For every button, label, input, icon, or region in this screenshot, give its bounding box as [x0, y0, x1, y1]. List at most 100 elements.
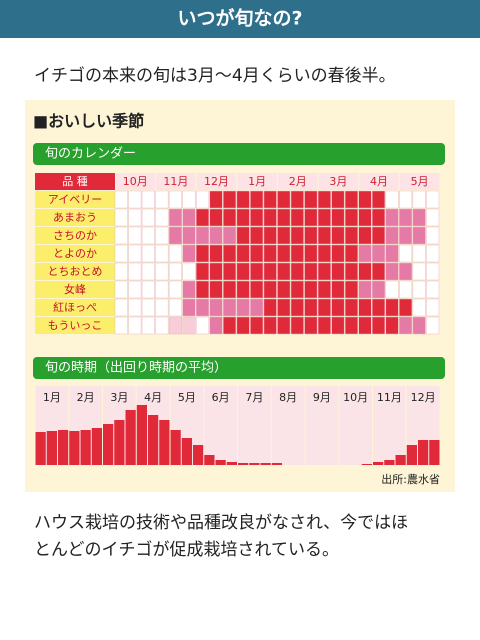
calendar-cell — [263, 190, 277, 209]
calendar-cell — [182, 190, 196, 209]
variety-name: とちおとめ — [48, 265, 103, 278]
calendar-cell — [399, 244, 413, 263]
calendar-cell — [399, 208, 413, 227]
calendar-cell — [277, 316, 291, 335]
calendar-cell — [412, 226, 426, 245]
calendar-cell — [223, 262, 237, 281]
calendar-cell — [128, 244, 142, 263]
calendar-cell — [372, 298, 386, 317]
calendar-cell — [223, 190, 237, 209]
calendar-cell — [304, 316, 318, 335]
calendar-cell — [195, 244, 210, 263]
calendar-cell — [290, 298, 304, 317]
month-label: 12月 — [204, 175, 229, 188]
calendar-cell — [331, 298, 345, 317]
month-label: 10月 — [123, 175, 148, 188]
calendar-cell — [277, 190, 291, 209]
calendar-cell — [195, 190, 210, 209]
calendar-cell — [331, 280, 345, 299]
variety-cell — [35, 281, 115, 298]
variety-name: あまおう — [53, 211, 97, 224]
corner-label: 品 種 — [62, 174, 88, 188]
calendar-cell — [385, 262, 399, 281]
bar — [103, 424, 114, 465]
calendar-cell — [155, 208, 169, 227]
calendar-cell — [209, 190, 223, 209]
calendar-cell — [263, 316, 277, 335]
month-stripe — [271, 386, 305, 465]
bar — [148, 415, 159, 465]
bar — [260, 463, 271, 465]
variety-cell — [35, 317, 115, 334]
calendar-cell — [331, 190, 345, 209]
calendar-cell — [358, 280, 372, 299]
x-tick-label: 12月 — [411, 391, 436, 404]
month-header-cell — [237, 173, 277, 190]
calendar-cell — [277, 280, 291, 299]
outro-line: ハウス栽培の技術や品種改良がなされ、今ではほ — [34, 513, 408, 533]
bar — [406, 445, 417, 465]
bar — [418, 440, 429, 465]
calendar-cell — [399, 316, 413, 335]
bar — [361, 464, 372, 465]
section-title: ■おいしい季節 — [33, 112, 144, 131]
calendar-cell — [168, 190, 182, 209]
calendar-cell — [344, 244, 358, 263]
x-tick-label: 4月 — [144, 391, 162, 404]
calendar-cell — [399, 190, 413, 209]
calendar-cell — [358, 316, 372, 335]
calendar-cell — [236, 208, 250, 227]
calendar-cell — [155, 280, 169, 299]
calendar-cell — [209, 280, 223, 299]
calendar-cell — [426, 208, 440, 227]
variety-name: もういっこ — [48, 319, 103, 332]
calendar-cell — [168, 280, 182, 299]
variety-cell — [35, 245, 115, 262]
header-bar — [0, 0, 480, 38]
calendar-cell — [304, 280, 318, 299]
calendar-cell — [385, 280, 399, 299]
calendar-cell — [399, 226, 413, 245]
calendar-cell — [250, 208, 264, 227]
calendar-cell — [426, 280, 440, 299]
calendar-cell — [195, 262, 210, 281]
header-title: いつが旬なの? — [177, 7, 302, 30]
bar — [181, 438, 192, 465]
calendar-cell — [385, 244, 399, 263]
calendar-cell — [344, 208, 358, 227]
calendar-cell — [412, 244, 426, 263]
calendar-cell — [290, 280, 304, 299]
calendar-cell — [141, 244, 155, 263]
calendar-cell — [114, 208, 128, 227]
variety-cell — [35, 263, 115, 280]
calendar-cell — [195, 226, 210, 245]
calendar-cell — [344, 280, 358, 299]
calendar-cell — [344, 190, 358, 209]
calendar-cell — [385, 226, 399, 245]
bar — [136, 405, 147, 465]
calendar-cell — [385, 208, 399, 227]
variety-name: アイベリー — [48, 193, 102, 206]
calendar-cell — [195, 280, 210, 299]
bar — [271, 463, 282, 465]
calendar-cell — [223, 298, 237, 317]
bar — [193, 445, 204, 465]
variety-name: 女峰 — [64, 282, 86, 296]
calendar-cell — [385, 316, 399, 335]
calendar-cell — [344, 262, 358, 281]
bar — [80, 430, 91, 465]
month-header-cell — [359, 173, 399, 190]
calendar-cell — [304, 208, 318, 227]
calendar-cell — [372, 208, 386, 227]
calendar-cell — [236, 244, 250, 263]
calendar-cell — [399, 280, 413, 299]
calendar-cell — [223, 244, 237, 263]
calendar-cell — [141, 226, 155, 245]
x-tick-label: 6月 — [212, 391, 230, 404]
calendar-cell — [141, 208, 155, 227]
calendar-cell — [168, 298, 182, 317]
calendar-cell — [344, 226, 358, 245]
calendar-cell — [168, 244, 182, 263]
calendar-cell — [385, 298, 399, 317]
